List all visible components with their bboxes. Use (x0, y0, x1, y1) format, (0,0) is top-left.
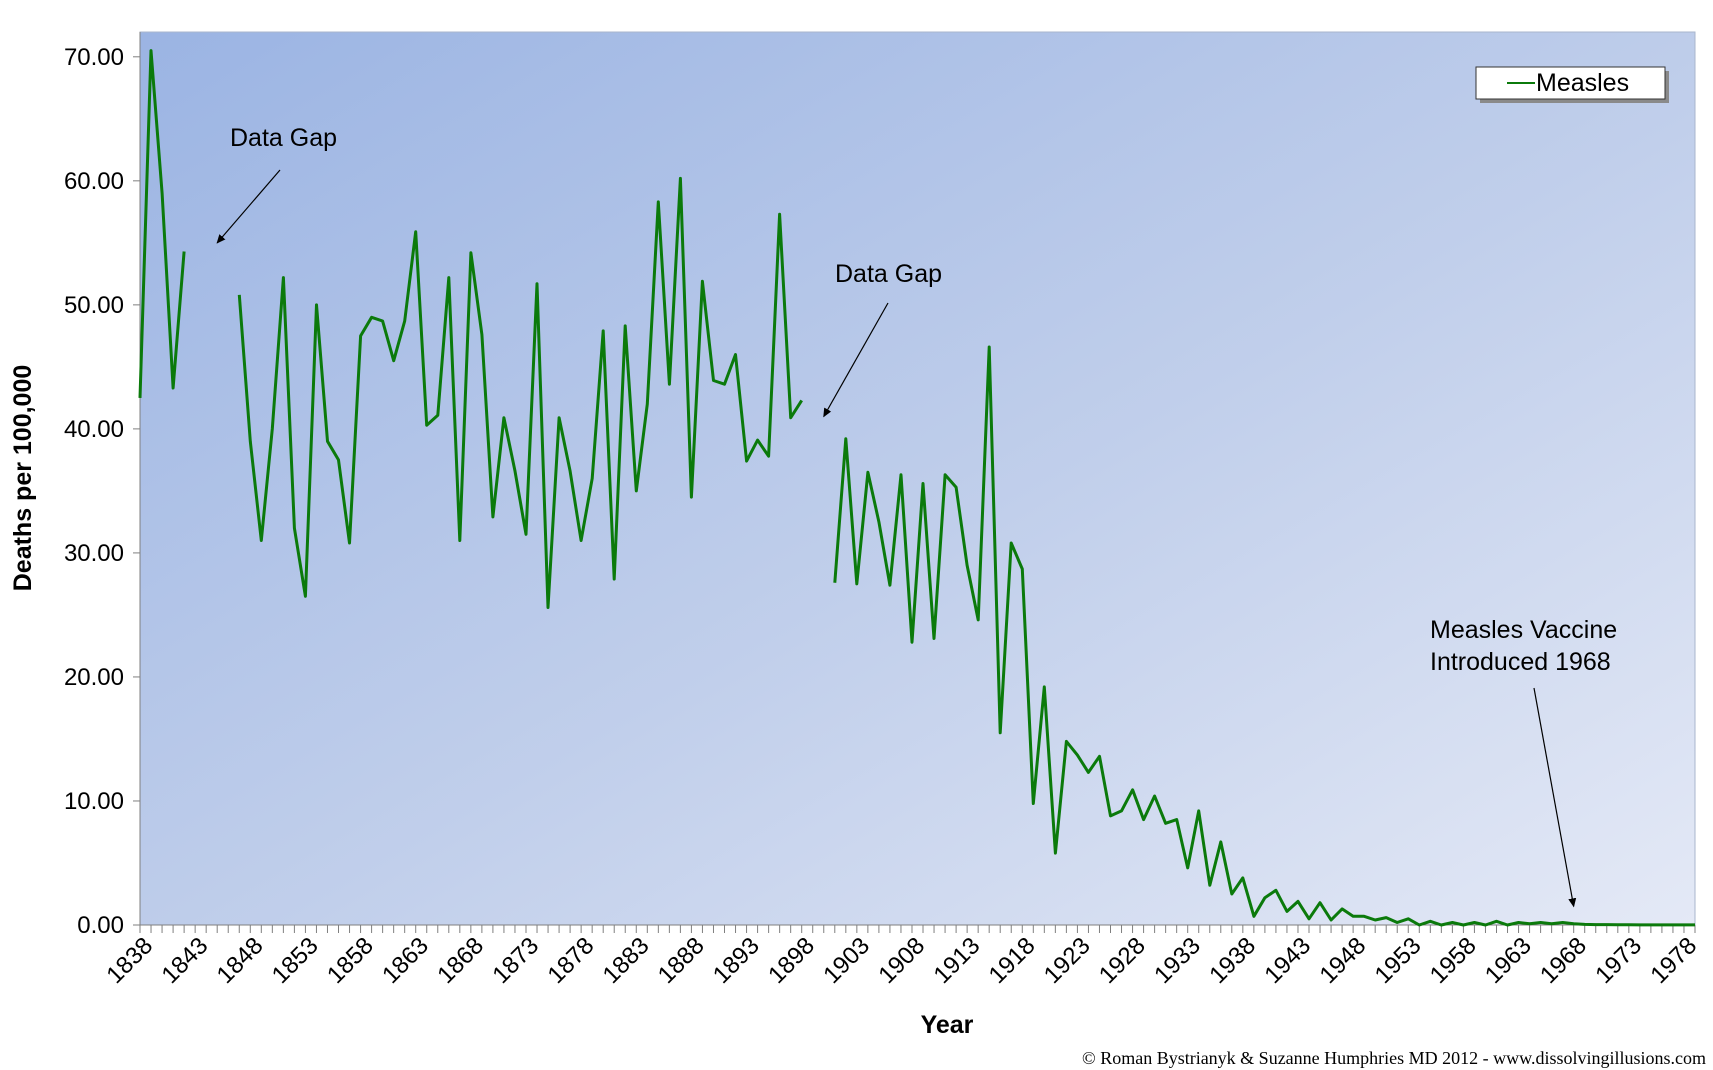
x-tick-label: 1943 (1259, 932, 1316, 989)
x-tick-label: 1863 (377, 932, 434, 989)
annotation-3-text-line-2: Introduced 1968 (1430, 648, 1611, 676)
series-measles-line-segment-2 (237, 176, 803, 609)
y-tick-label: 20.00 (64, 664, 124, 691)
annotation-1-arrow (216, 169, 281, 244)
legend-label-measles: Measles (1536, 69, 1629, 97)
legend: Measles (1475, 66, 1669, 103)
x-tick-label: 1888 (653, 932, 710, 989)
x-tick-label: 1933 (1149, 932, 1206, 989)
x-tick-label: 1948 (1315, 932, 1372, 989)
x-tick-label: 1938 (1204, 932, 1261, 989)
x-tick-label: 1973 (1590, 932, 1647, 989)
annotation-layer: Data Gap Data Gap Measles Vaccine Introduce… (216, 124, 1617, 908)
x-tick-label: 1963 (1480, 932, 1537, 989)
x-tick-label: 1958 (1425, 932, 1482, 989)
y-tick-label: 10.00 (64, 788, 124, 815)
x-tick-label: 1928 (1094, 932, 1151, 989)
x-tick-label: 1953 (1370, 932, 1427, 989)
x-tick-label: 1903 (818, 932, 875, 989)
y-tick-label: 70.00 (64, 44, 124, 71)
y-axis: 0.00 10.00 20.00 30.00 40.00 50.00 60.00 70.00 (64, 32, 141, 939)
x-tick-label: 1868 (432, 932, 489, 989)
y-tick-label: 30.00 (64, 540, 124, 567)
x-tick-label: 1883 (598, 932, 655, 989)
x-tick-label: 1923 (1039, 932, 1096, 989)
x-tick-label: 1838 (101, 932, 158, 989)
x-axis: 1838184318481853185818631868187318781883… (101, 924, 1702, 989)
y-tick-label: 50.00 (64, 292, 124, 319)
copyright-credit: © Roman Bystrianyk & Suzanne Humphries M… (1082, 1048, 1706, 1068)
y-axis-title: Deaths per 100,000 (9, 365, 37, 592)
x-tick-label: 1918 (984, 932, 1041, 989)
x-tick-label: 1898 (763, 932, 820, 989)
x-tick-label: 1913 (929, 932, 986, 989)
y-tick-label: 0.00 (77, 912, 124, 939)
plot-area (139, 31, 1696, 926)
x-axis-title: Year (921, 1011, 974, 1039)
x-tick-label: 1978 (1645, 932, 1702, 989)
x-tick-label: 1853 (267, 932, 324, 989)
x-tick-label: 1848 (212, 932, 269, 989)
y-tick-label: 60.00 (64, 168, 124, 195)
annotation-2-text-line-1: Data Gap (835, 260, 942, 288)
x-tick-label: 1968 (1535, 932, 1592, 989)
x-tick-label: 1893 (708, 932, 765, 989)
y-tick-label: 40.00 (64, 416, 124, 443)
series-layer (138, 49, 1695, 927)
x-tick-label: 1878 (543, 932, 600, 989)
annotation-2-arrow (823, 302, 889, 418)
x-tick-label: 1873 (487, 932, 544, 989)
series-measles-line-segment-1 (138, 49, 186, 398)
annotation-3-arrow (1533, 687, 1577, 908)
x-tick-label: 1858 (322, 932, 379, 989)
annotation-1-text-line-1: Data Gap (230, 124, 337, 152)
x-tick-label: 1908 (873, 932, 930, 989)
annotation-3-text-line-1: Measles Vaccine (1430, 616, 1617, 644)
x-tick-label: 1843 (157, 932, 214, 989)
series-measles-line-segment-3 (833, 345, 1695, 927)
